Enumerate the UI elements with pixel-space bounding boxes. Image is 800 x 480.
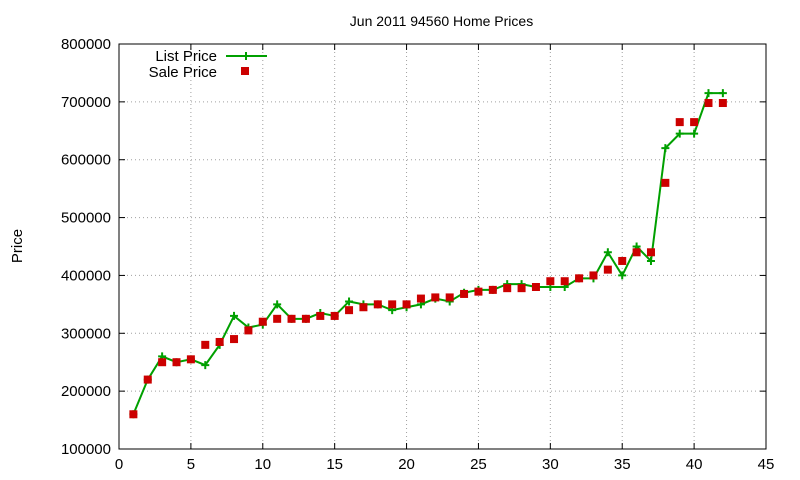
grid-lines	[119, 44, 766, 449]
y-tick-label: 500000	[61, 210, 111, 227]
list-price-point	[618, 271, 627, 280]
list-price-point	[603, 248, 612, 257]
sale-price-point	[186, 355, 195, 364]
chart-title: Jun 2011 94560 Home Prices	[350, 13, 533, 29]
sale-price-point	[258, 317, 267, 326]
legend-label-sale-price: Sale Price	[149, 64, 217, 81]
sale-price-point	[690, 118, 699, 127]
sale-price-point	[330, 311, 339, 320]
list-price-point	[661, 144, 670, 153]
sale-price-point	[603, 265, 612, 274]
list-price-point	[230, 311, 239, 320]
sale-price-point	[158, 358, 167, 367]
sale-price-point	[172, 358, 181, 367]
y-tick-label: 700000	[61, 94, 111, 111]
sale-price-point	[618, 256, 627, 265]
sale-price-point	[359, 303, 368, 312]
sale-price-point	[531, 283, 540, 291]
sale-price-point	[517, 284, 526, 293]
list-price-point	[646, 256, 655, 265]
sale-price-point	[718, 99, 727, 108]
y-tick-label: 800000	[61, 36, 111, 53]
sale-price-point	[416, 294, 425, 303]
sale-price-point	[244, 326, 253, 335]
sale-price-point	[503, 284, 512, 293]
sale-price-point	[373, 300, 382, 309]
x-tick-label: 30	[542, 456, 559, 473]
x-tick-label: 15	[326, 456, 343, 473]
legend: List Price Sale Price	[149, 48, 267, 81]
sale-price-point	[632, 248, 641, 257]
list-price-point	[704, 89, 713, 98]
list-price-point	[690, 129, 699, 138]
axis-ticks: 0 5 10 15 20 25 30 35 40 45 100000 200000 300000 4000…	[61, 36, 774, 473]
x-tick-label: 25	[470, 456, 487, 473]
x-tick-label: 5	[187, 456, 195, 473]
sale-price-point	[445, 293, 454, 302]
y-axis-label: Price	[9, 229, 26, 263]
sale-price-point	[201, 340, 210, 349]
sale-price-point	[560, 277, 569, 286]
list-price-point	[345, 297, 354, 306]
sale-price-point	[575, 274, 584, 283]
sale-price-point	[143, 375, 152, 384]
sale-price-point	[546, 277, 555, 286]
sale-price-point	[230, 335, 239, 344]
list-price-point	[273, 300, 282, 309]
sale-price-point	[704, 99, 713, 108]
sale-price-point	[316, 311, 325, 320]
x-tick-label: 0	[115, 456, 123, 473]
sale-price-point	[273, 314, 282, 323]
sale-price-point	[129, 410, 138, 419]
sale-price-point	[474, 287, 483, 296]
sale-price-point	[431, 293, 440, 302]
list-price-point	[201, 361, 210, 370]
legend-marker-list-price	[242, 52, 250, 60]
sale-price-point	[287, 314, 296, 323]
x-tick-label: 40	[686, 456, 703, 473]
x-tick-label: 35	[614, 456, 631, 473]
list-price-point	[718, 89, 727, 98]
y-tick-label: 200000	[61, 383, 111, 400]
sale-price-point	[460, 289, 469, 298]
sale-price-point	[589, 271, 598, 280]
y-tick-label: 400000	[61, 267, 111, 284]
y-tick-label: 100000	[61, 441, 111, 458]
x-tick-label: 20	[398, 456, 415, 473]
sale-price-point	[675, 118, 684, 127]
list-price-line	[132, 92, 723, 415]
sale-price-point	[488, 285, 497, 294]
sale-price-point	[388, 300, 397, 309]
sale-price-point	[661, 178, 670, 187]
y-tick-label: 600000	[61, 152, 111, 169]
sale-price-point	[345, 306, 354, 315]
sale-price-point	[301, 314, 310, 323]
series-layer	[129, 89, 727, 419]
legend-label-list-price: List Price	[155, 48, 217, 65]
sale-price-point	[646, 248, 655, 257]
plot-frame	[118, 43, 767, 450]
y-tick-label: 300000	[61, 325, 111, 342]
legend-swatch-sale-price	[241, 67, 249, 75]
x-tick-label: 45	[758, 456, 775, 473]
sale-price-point	[215, 337, 224, 346]
x-tick-label: 10	[254, 456, 271, 473]
list-price-point	[675, 129, 684, 138]
sale-price-point	[402, 300, 411, 309]
